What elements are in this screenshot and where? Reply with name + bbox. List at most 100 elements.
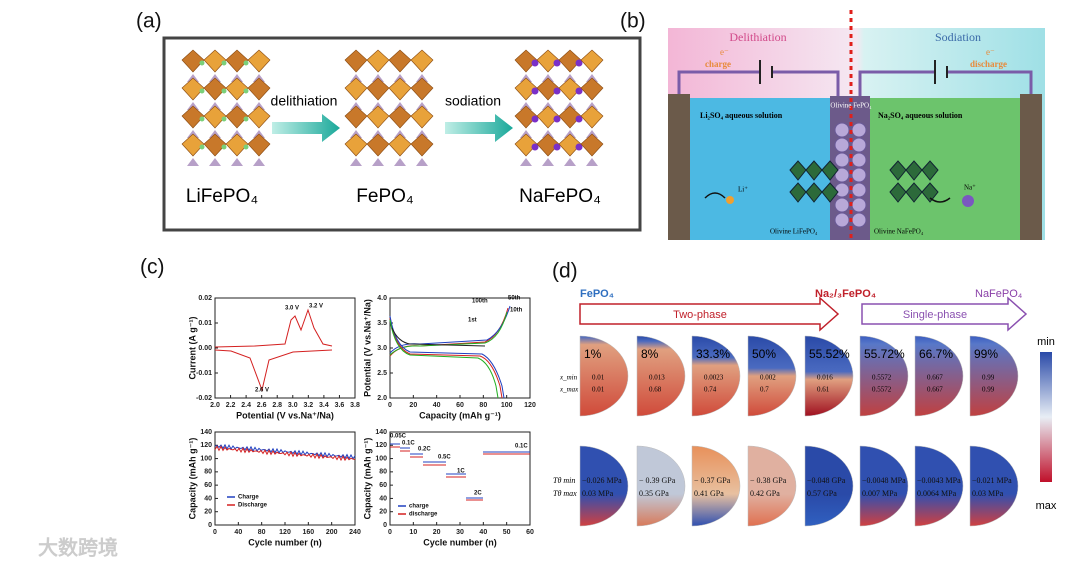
x-tick-label: 3.2 [303, 402, 313, 409]
na-atom [575, 87, 583, 95]
curve [389, 317, 503, 399]
y-tick-label: 40 [379, 495, 387, 502]
crystal-label: Olivine LiFePO₄ [770, 228, 818, 236]
material: FePO₄ [356, 186, 414, 207]
arrow [445, 114, 513, 142]
na-ion [962, 195, 974, 207]
polyhedron [388, 77, 412, 101]
y-tick-label: 4.0 [377, 295, 387, 302]
x-tick-label: 2.8 [272, 402, 282, 409]
stress-min: −0.026 MPa [582, 476, 622, 485]
y-tick-label: 3.5 [377, 320, 387, 327]
y-tick-label: 100 [375, 455, 387, 462]
polyhedron [344, 105, 368, 129]
sphere [851, 137, 867, 153]
tetrahedron [586, 158, 598, 166]
stress-max: 0.57 GPa [807, 489, 837, 498]
polyhedron [410, 105, 434, 129]
x-axis-label: Cycle number (n) [423, 537, 497, 547]
na-atom [531, 59, 539, 67]
arrow-label: sodiation [445, 93, 501, 109]
polyhedron [247, 49, 271, 73]
curve [389, 311, 508, 356]
percent: 1% [584, 347, 602, 361]
tetrahedron [350, 158, 362, 166]
polyhedron [247, 133, 271, 157]
panel-label: (c) [140, 256, 165, 279]
na-atom [553, 115, 561, 123]
x-tick-label: 0 [213, 529, 217, 536]
half-disc [914, 445, 964, 527]
half-disc [579, 335, 629, 417]
x-tick-label: 50 [503, 529, 511, 536]
plot-frame [389, 297, 531, 399]
curve [214, 308, 333, 392]
x-tick-label: 200 [326, 529, 338, 536]
percent: 55.72% [864, 347, 905, 361]
percent: 55.52% [809, 347, 850, 361]
tetrahedron [520, 158, 532, 166]
li-atom [243, 116, 249, 122]
polyhedron [388, 105, 412, 129]
polyhedron [580, 77, 604, 101]
y-tick-label: 140 [375, 429, 387, 436]
li-atom [221, 144, 227, 150]
li-atom [221, 60, 227, 66]
discs: 1% 0.01 0.01 −0.026 MPa 0.03 MPa 8% 0.013 0.68 −… [579, 335, 1019, 527]
annotation: 1st [468, 318, 477, 324]
colorbar-label: max [1036, 500, 1057, 512]
y-tick-label: 140 [200, 429, 212, 436]
material: LiFePO₄ [186, 186, 258, 207]
x-tick-label: 80 [258, 529, 266, 536]
panel-label: (a) [136, 10, 162, 33]
sphere [851, 167, 867, 183]
ion-arrow [704, 192, 951, 203]
plot-frame [214, 431, 356, 526]
percent: 99% [974, 347, 998, 361]
annotation: 0.2C [418, 447, 431, 453]
na-atom [553, 59, 561, 67]
y-axis-label: Capacity (mAh g⁻¹) [187, 438, 197, 520]
x-tick-label: 40 [479, 529, 487, 536]
x-max: 0.01 [592, 386, 605, 394]
x-min: 0.002 [760, 374, 776, 382]
solution-label: Na₂SO₄ aqueous solution [878, 111, 963, 120]
x-tick-label: 2.4 [241, 402, 251, 409]
current-direction: charge [705, 59, 731, 69]
tetrahedron [187, 158, 199, 166]
row-label: Tθ max [553, 489, 577, 498]
ion-label: Na⁺ [964, 184, 976, 192]
y-tick-label: 120 [375, 442, 387, 449]
phase-arrow [579, 296, 840, 332]
tetrahedron [542, 158, 554, 166]
li-atom [199, 116, 205, 122]
x-min: 0.016 [817, 374, 833, 382]
sphere [834, 182, 850, 198]
half-disc [969, 445, 1019, 527]
li-atom [221, 88, 227, 94]
stress-max: 0.42 GPa [750, 489, 780, 498]
curve [389, 307, 509, 357]
y-axis-label: Potential (V vs.Na⁺/Na) [362, 299, 372, 397]
legend-label: discharge [409, 512, 438, 518]
x-tick-label: 10 [409, 529, 417, 536]
tetrahedron [231, 158, 243, 166]
y-tick-label: 2.0 [377, 395, 387, 402]
polyhedron [366, 105, 390, 129]
tetrahedron [416, 158, 428, 166]
annotation: 0.1C [402, 441, 415, 447]
tetrahedron [209, 158, 221, 166]
solution-label: Li₂SO₄ aqueous solution [700, 111, 783, 120]
annotation: 2.6 V [255, 388, 269, 394]
colorbar [1040, 352, 1052, 482]
half-disc [691, 445, 741, 527]
stress-min: − 0.37 GPa [694, 476, 731, 485]
legend-label: charge [409, 504, 429, 510]
crystals [181, 49, 604, 166]
x-min: 0.667 [927, 374, 943, 382]
phase-end: NaFePO₄ [975, 288, 1023, 300]
sphere [834, 212, 850, 228]
curve [389, 319, 499, 399]
half-disc [859, 445, 909, 527]
plots: 0.020.010.00-0.01-0.022.0 2.2 2.4 2.6 2.8 3.0… [187, 295, 536, 548]
